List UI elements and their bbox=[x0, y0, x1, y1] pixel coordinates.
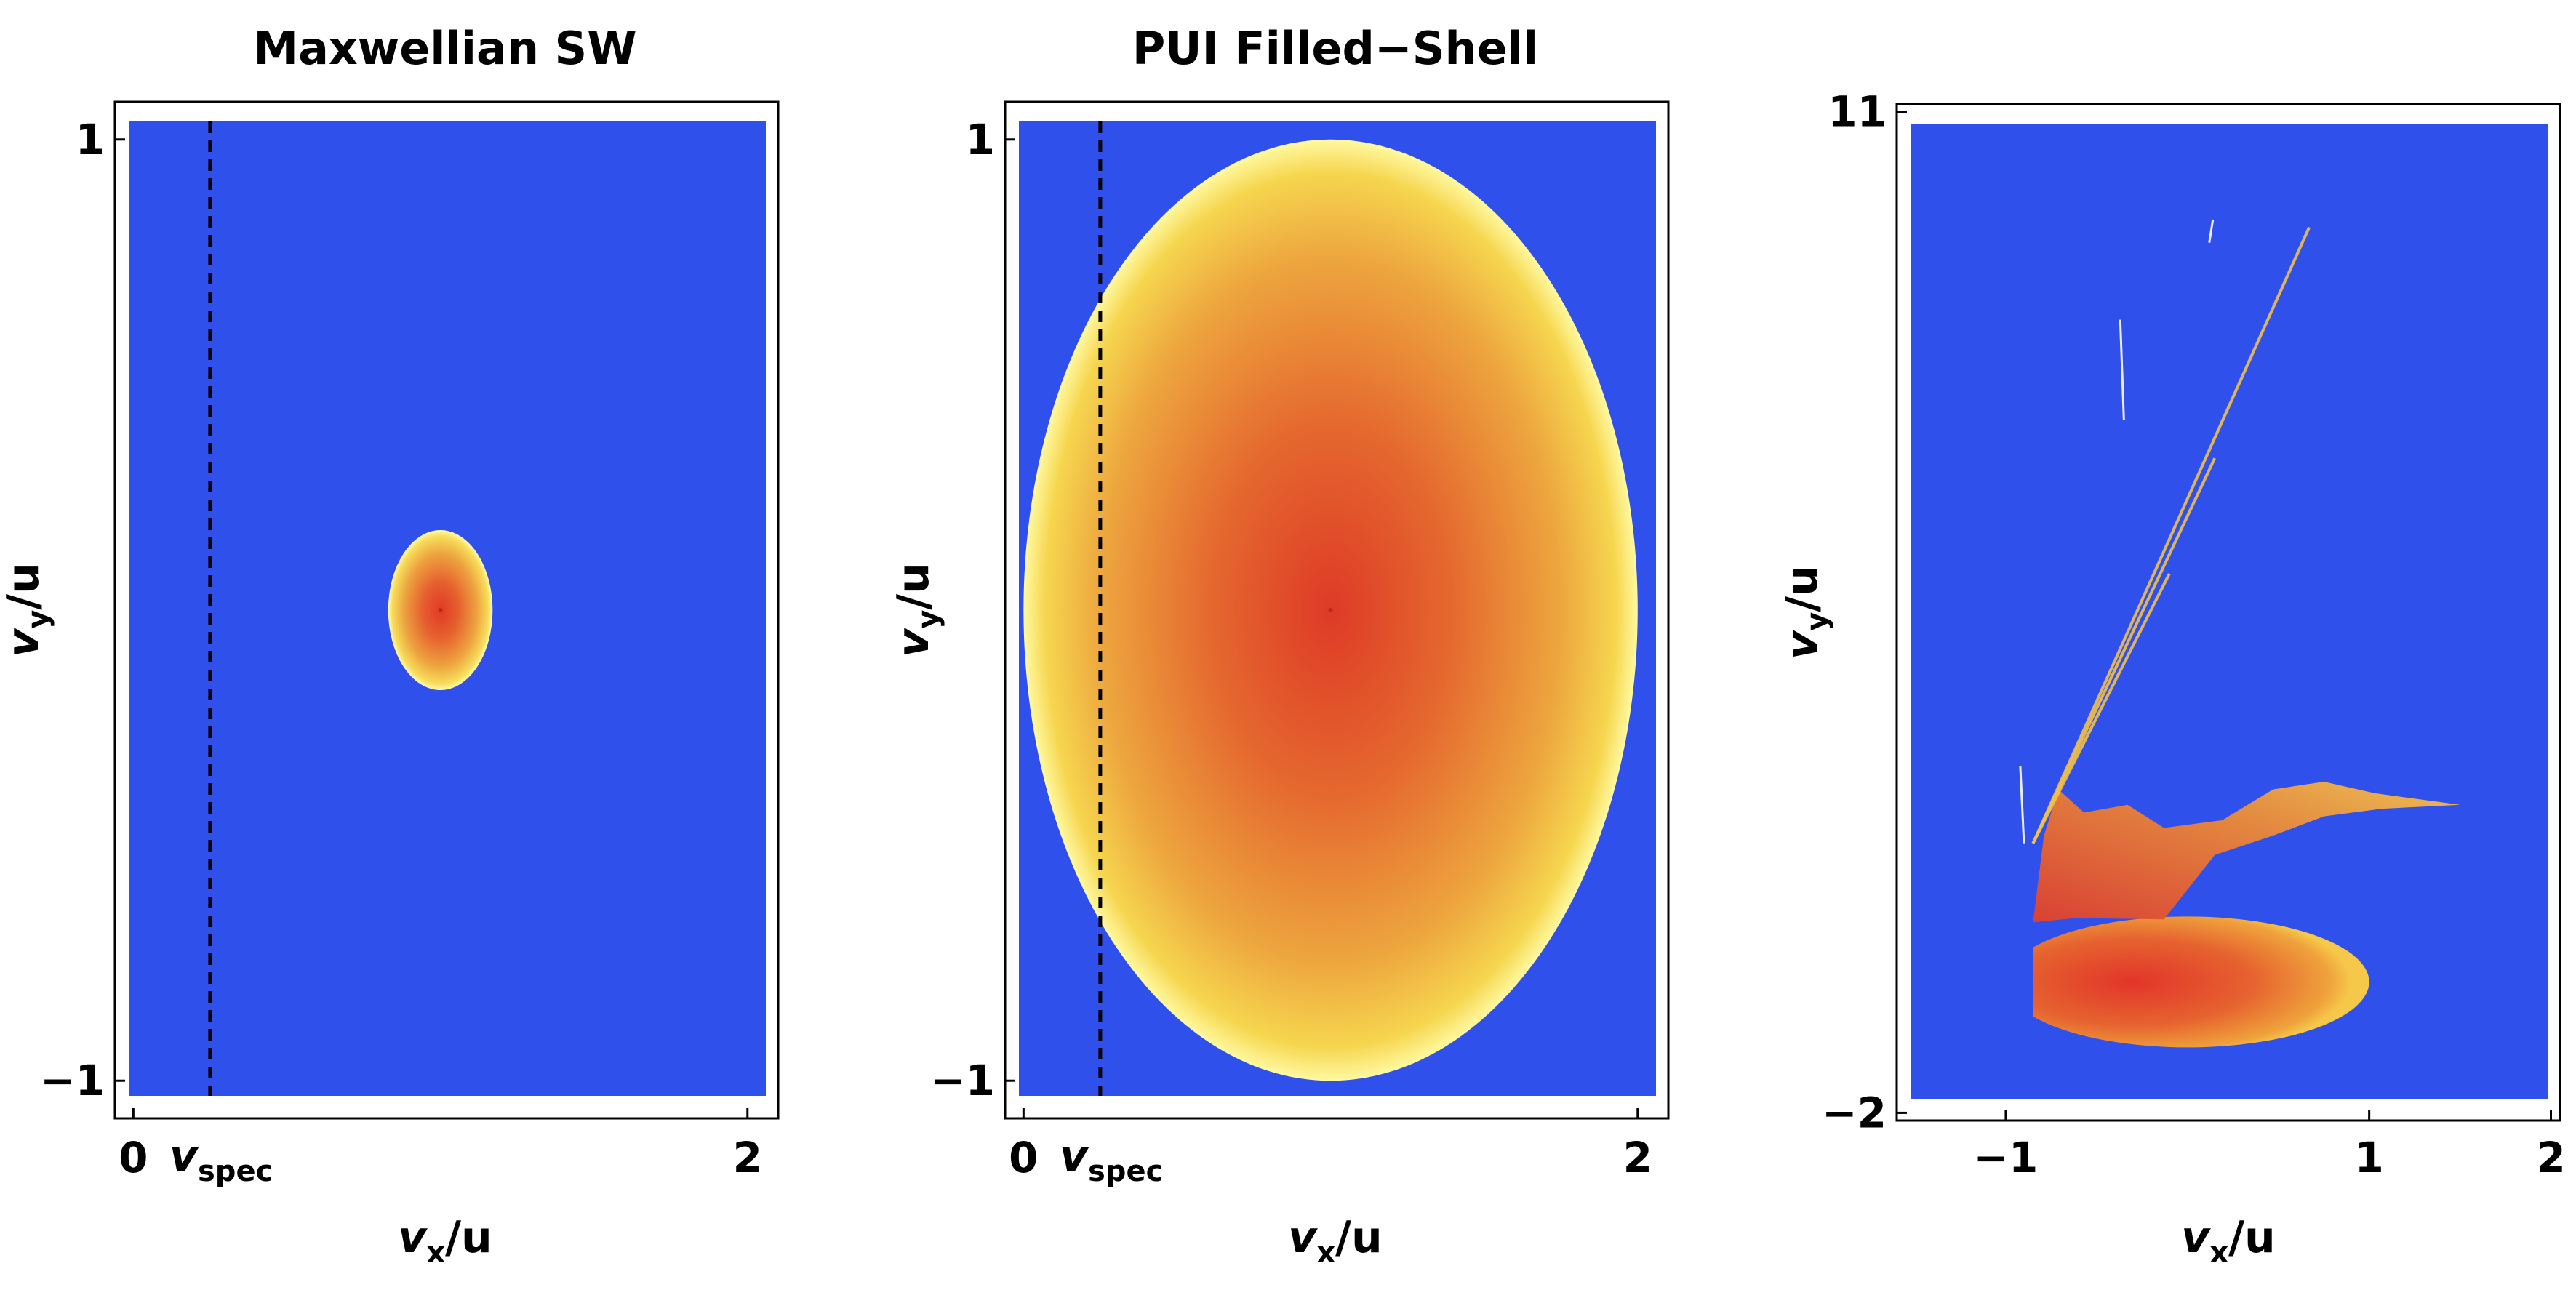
y-tick-label: −1 bbox=[930, 1056, 995, 1105]
y-axis-label-subscript: y bbox=[912, 610, 945, 629]
distribution-streak bbox=[2119, 319, 2125, 420]
distribution-streak bbox=[2031, 226, 2311, 844]
vspec-label: vspec bbox=[1060, 1131, 1163, 1188]
x-axis-label-rest: /u bbox=[2228, 1212, 2276, 1263]
distribution-streak bbox=[2031, 573, 2171, 844]
x-tick-label: −1 bbox=[1973, 1133, 2038, 1182]
x-axis-label-subscript: x bbox=[1316, 1236, 1335, 1270]
x-axis-label-symbol: v bbox=[2181, 1212, 2211, 1263]
distribution-center bbox=[1328, 608, 1333, 612]
y-axis-label: vy/u bbox=[1777, 565, 1834, 660]
y-axis-label-symbol: v bbox=[888, 628, 939, 657]
panel-title: PUI Filled−Shell bbox=[1132, 22, 1538, 75]
y-tick-label: 1 bbox=[966, 115, 995, 164]
distribution-plume bbox=[2033, 782, 2460, 923]
vspec-label: vspec bbox=[169, 1131, 273, 1188]
x-axis-label-rest: /u bbox=[445, 1212, 492, 1263]
y-axis-label-subscript: y bbox=[1801, 612, 1834, 631]
x-axis-label-subscript: x bbox=[426, 1236, 445, 1270]
x-tick-label: 2 bbox=[733, 1133, 762, 1182]
y-axis-label: vy/u bbox=[888, 563, 945, 657]
distribution-streak bbox=[2019, 766, 2025, 844]
y-tick-label: 1 bbox=[76, 115, 105, 164]
x-tick-label: 0 bbox=[1009, 1133, 1038, 1182]
x-tick-label: 1 bbox=[2354, 1133, 2383, 1182]
distribution-streak bbox=[2208, 219, 2215, 243]
x-axis-label-subscript: x bbox=[2209, 1236, 2228, 1270]
distribution-streak bbox=[2031, 457, 2217, 844]
vspec-symbol: v bbox=[1060, 1131, 1089, 1182]
y-tick-label: −2 bbox=[1822, 1088, 1887, 1137]
x-axis-label-symbol: v bbox=[398, 1212, 428, 1263]
y-tick-label: 11 bbox=[1828, 87, 1887, 137]
y-tick-label: −1 bbox=[40, 1056, 105, 1105]
vspec-subscript: spec bbox=[1088, 1155, 1163, 1188]
panel-title: Maxwellian SW bbox=[253, 22, 636, 75]
y-axis-label-rest: /u bbox=[888, 563, 939, 610]
y-axis-label-symbol: v bbox=[1777, 630, 1828, 660]
y-axis-label-rest: /u bbox=[1777, 565, 1828, 612]
distribution-center bbox=[438, 608, 443, 612]
x-tick-label: 0 bbox=[119, 1133, 148, 1182]
x-axis-label: vx/u bbox=[2181, 1212, 2276, 1270]
y-axis-label-symbol: v bbox=[0, 628, 49, 657]
x-axis-label: vx/u bbox=[1288, 1212, 1383, 1270]
x-axis-label-rest: /u bbox=[1335, 1212, 1383, 1263]
x-tick-label: 2 bbox=[2536, 1133, 2565, 1182]
distribution-blob bbox=[2033, 916, 2369, 1048]
y-axis-label: vy/u bbox=[0, 563, 55, 657]
vspec-symbol: v bbox=[169, 1131, 199, 1182]
x-axis-label-symbol: v bbox=[1288, 1212, 1318, 1263]
x-tick-label: 2 bbox=[1623, 1133, 1652, 1182]
panel-3: −1 1 211−2vx/uvy/u bbox=[1777, 87, 2566, 1270]
vspec-subscript: spec bbox=[198, 1155, 273, 1188]
y-axis-label-subscript: y bbox=[22, 610, 55, 629]
x-axis-label: vx/u bbox=[398, 1212, 492, 1270]
y-axis-label-rest: /u bbox=[0, 563, 49, 610]
